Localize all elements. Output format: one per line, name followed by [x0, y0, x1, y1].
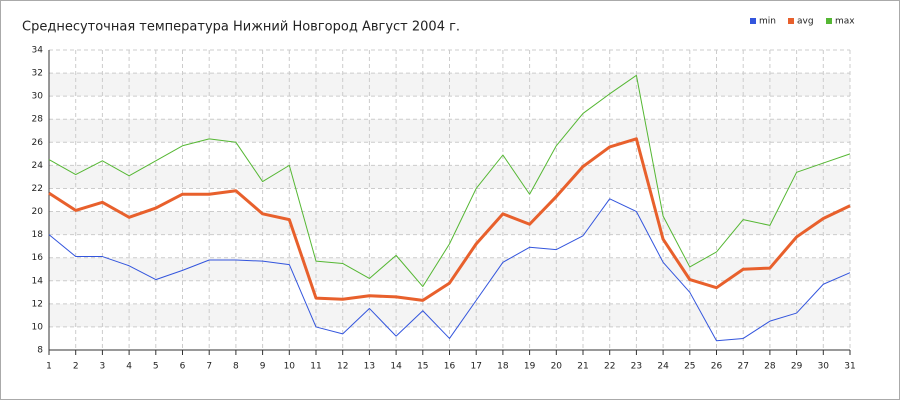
x-tick-label: 7	[206, 362, 212, 372]
x-tick-label: 30	[818, 362, 830, 372]
x-tick-label: 3	[100, 362, 106, 372]
band	[49, 211, 850, 235]
x-tick-label: 19	[524, 362, 536, 372]
legend-swatch	[750, 18, 756, 24]
x-tick-label: 14	[390, 362, 402, 372]
y-tick-label: 20	[32, 207, 44, 217]
x-tick-label: 2	[73, 362, 79, 372]
legend-swatch	[788, 18, 794, 24]
y-tick-label: 18	[32, 230, 44, 240]
x-tick-label: 12	[337, 362, 348, 372]
y-tick-label: 22	[32, 184, 43, 194]
y-tick-label: 8	[37, 346, 43, 356]
x-tick-label: 8	[233, 362, 239, 372]
band	[49, 303, 850, 327]
x-tick-label: 24	[657, 362, 669, 372]
y-tick-label: 32	[32, 69, 43, 79]
x-tick-label: 25	[684, 362, 695, 372]
series-line	[48, 137, 851, 302]
y-tick-label: 30	[32, 92, 44, 102]
x-tick-label: 9	[260, 362, 266, 372]
x-tick-label: 18	[497, 362, 509, 372]
x-tick-label: 29	[791, 362, 803, 372]
x-tick-label: 26	[711, 362, 723, 372]
band	[49, 73, 850, 97]
x-tick-label: 21	[577, 362, 588, 372]
x-tick-label: 1	[46, 362, 52, 372]
x-tick-label: 15	[417, 362, 428, 372]
x-tick-label: 5	[153, 362, 159, 372]
legend-label: max	[835, 17, 855, 27]
x-tick-label: 17	[470, 362, 481, 372]
x-tick-label: 16	[444, 362, 456, 372]
x-tick-label: 27	[737, 362, 748, 372]
x-tick-label: 28	[764, 362, 776, 372]
y-tick-label: 10	[32, 322, 44, 332]
y-tick-label: 28	[32, 115, 44, 125]
chart-title: Среднесуточная температура Нижний Новгор…	[22, 20, 460, 35]
x-tick-label: 11	[310, 362, 321, 372]
y-tick-label: 26	[32, 138, 44, 148]
y-tick-label: 16	[32, 253, 44, 263]
y-tick-label: 34	[32, 46, 44, 56]
legend-label: min	[759, 17, 776, 27]
legend-label: avg	[797, 17, 814, 27]
x-tick-label: 10	[284, 362, 296, 372]
series-line	[48, 74, 851, 288]
x-tick-label: 13	[364, 362, 375, 372]
y-tick-label: 14	[32, 276, 44, 286]
x-tick-label: 6	[180, 362, 186, 372]
legend-swatch	[826, 18, 832, 24]
y-tick-label: 12	[32, 299, 43, 309]
x-tick-label: 4	[126, 362, 132, 372]
x-tick-label: 31	[844, 362, 855, 372]
x-tick-label: 22	[604, 362, 615, 372]
x-tick-label: 20	[551, 362, 563, 372]
x-tick-label: 23	[631, 362, 642, 372]
series-line	[48, 198, 851, 342]
y-tick-label: 24	[32, 161, 44, 171]
